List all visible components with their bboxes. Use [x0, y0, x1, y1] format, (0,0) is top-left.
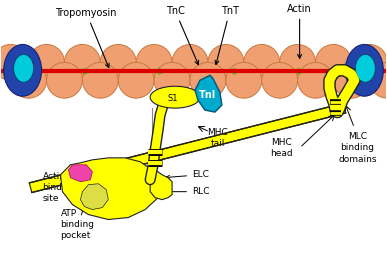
Circle shape: [65, 44, 100, 80]
Text: MLC
binding
domains: MLC binding domains: [338, 132, 377, 163]
Text: Actin: Actin: [287, 4, 312, 58]
Text: Actin
binding
site: Actin binding site: [43, 172, 77, 203]
Circle shape: [351, 44, 387, 80]
Ellipse shape: [14, 54, 34, 82]
Ellipse shape: [355, 54, 375, 82]
Circle shape: [334, 62, 369, 98]
Polygon shape: [80, 184, 108, 210]
Text: TnI: TnI: [199, 90, 217, 100]
Text: ATP
binding
pocket: ATP binding pocket: [60, 209, 94, 240]
Polygon shape: [60, 158, 162, 220]
Polygon shape: [29, 103, 346, 193]
Circle shape: [100, 44, 136, 80]
Ellipse shape: [150, 86, 200, 108]
Circle shape: [315, 44, 351, 80]
Text: MHC
head: MHC head: [271, 138, 293, 158]
Text: S1: S1: [168, 94, 178, 103]
Circle shape: [0, 44, 29, 80]
Text: ELC: ELC: [166, 170, 209, 179]
Text: RLC: RLC: [166, 187, 209, 196]
Circle shape: [29, 44, 65, 80]
Polygon shape: [195, 75, 222, 112]
Circle shape: [172, 44, 208, 80]
Text: Tropomyosin: Tropomyosin: [55, 8, 117, 68]
Polygon shape: [150, 170, 172, 200]
Circle shape: [190, 62, 226, 98]
Circle shape: [82, 62, 118, 98]
Circle shape: [280, 44, 315, 80]
Polygon shape: [68, 165, 92, 182]
Circle shape: [154, 62, 190, 98]
Ellipse shape: [4, 44, 41, 96]
Text: TnC: TnC: [166, 6, 199, 65]
Text: TnT: TnT: [215, 6, 239, 64]
Text: MHC
tail: MHC tail: [207, 128, 228, 148]
Circle shape: [46, 62, 82, 98]
Circle shape: [11, 62, 46, 98]
Circle shape: [262, 62, 298, 98]
Circle shape: [369, 62, 387, 98]
Circle shape: [208, 44, 244, 80]
Ellipse shape: [346, 44, 383, 96]
Circle shape: [226, 62, 262, 98]
Circle shape: [136, 44, 172, 80]
Circle shape: [244, 44, 280, 80]
Circle shape: [298, 62, 334, 98]
Circle shape: [118, 62, 154, 98]
